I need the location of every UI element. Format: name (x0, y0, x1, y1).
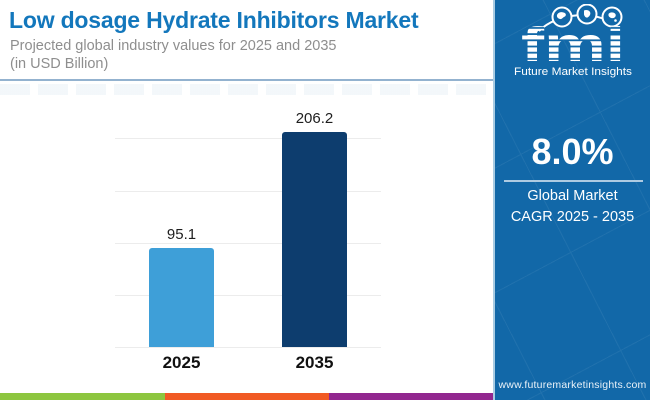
fmi-logo: fmi Future Market Insights (514, 4, 633, 78)
page-title: Low dosage Hydrate Inhibitors Market (9, 7, 419, 33)
gridline (115, 138, 381, 140)
chart-subtitle: Projected global industry values for 202… (10, 37, 487, 73)
americas-globe-icon (551, 6, 573, 28)
logo-wordmark: fmi (521, 19, 625, 72)
chart-header: Low dosage Hydrate Inhibitors Market Pro… (0, 0, 493, 81)
logo-tagline: Future Market Insights (514, 66, 633, 78)
bar-chart: 95.1 2025 206.2 2035 (115, 109, 381, 372)
asia-australia-globe-icon (601, 6, 623, 28)
chart-subtitle-line2: (in USD Billion) (10, 56, 109, 72)
footer-stripe (0, 393, 493, 400)
chart-subtitle-line1: Projected global industry values for 202… (10, 38, 337, 54)
europe-africa-globe-icon (576, 4, 598, 25)
cagr-label-line1: Global Market (527, 188, 618, 204)
bar-value-label: 206.2 (295, 109, 334, 127)
website-link[interactable]: www.futuremarketinsights.com (498, 379, 647, 391)
cagr-value: 8.0% (531, 131, 614, 172)
gridline (115, 294, 381, 296)
gridline (115, 190, 381, 192)
watermark-texture (0, 84, 493, 95)
cagr-label-line2: CAGR 2025 - 2035 (510, 209, 635, 225)
cagr-label: Global Market CAGR 2025 - 2035 (495, 186, 650, 228)
x-axis-label: 2035 (295, 353, 334, 372)
chart-panel: 95.1 2025 206.2 2035 Low dosage Hydrate Inh… (0, 0, 493, 372)
footer-stripe-orange (165, 393, 329, 400)
gridline (115, 347, 381, 348)
x-axis-label: 2025 (162, 353, 201, 372)
brand-sidebar: fmi Future Market Insights 8.0% Global M… (493, 0, 650, 400)
bar-value-label: 95.1 (166, 225, 197, 243)
cagr-divider (504, 180, 643, 182)
bar-2025 (149, 247, 214, 347)
gridline (115, 242, 381, 244)
footer-stripe-purple (329, 393, 493, 400)
footer-stripe-green (0, 393, 165, 400)
bar-2035 (282, 131, 347, 347)
